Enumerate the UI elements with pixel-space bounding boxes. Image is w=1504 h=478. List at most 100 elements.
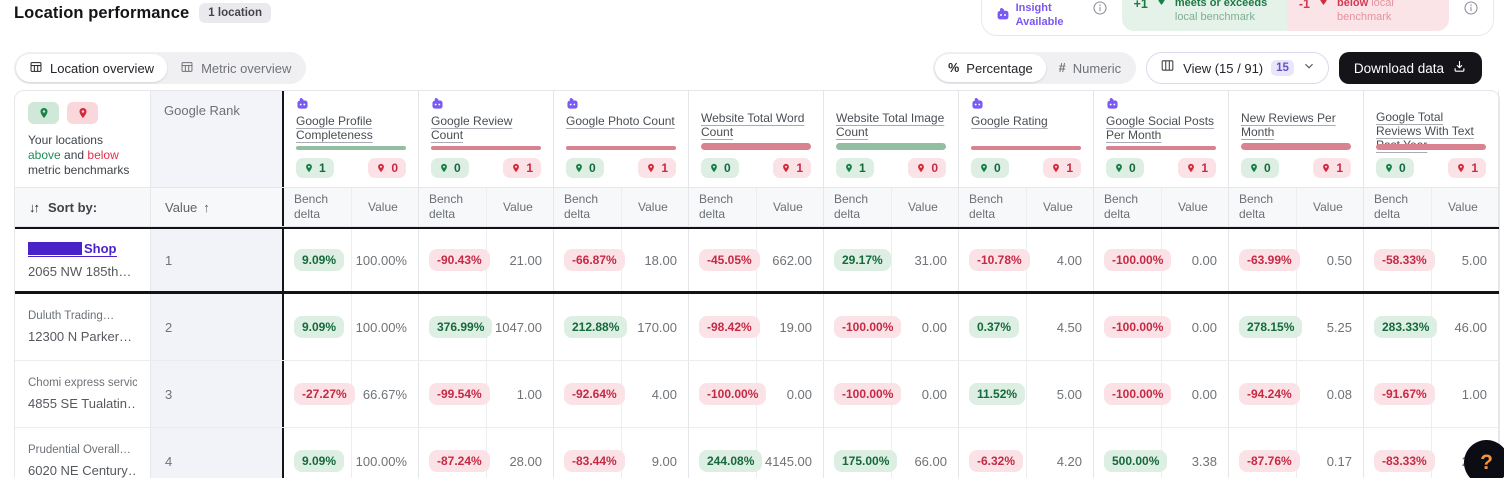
metric-value: 0.00 [921,386,947,402]
metric-value: 0.00 [921,319,947,335]
tab-label: Metric overview [201,60,292,76]
metric-title: Website Total Word Count [701,111,805,140]
view-columns-dropdown[interactable]: View (15 / 91) 15 [1146,52,1329,84]
column-header-google-rank[interactable]: Google Rank [151,91,284,187]
table-row[interactable]: Chomi express servic…4855 SE Tualatin…3-… [15,361,1499,428]
value-subheader[interactable]: Value [638,199,668,214]
bench-delta-subheader[interactable]: Bench delta [284,188,352,226]
benchmark-key-cell: Your locations above and below metric be… [15,91,151,187]
bench-delta-subheader[interactable]: Bench delta [419,188,487,226]
metric-cell-website-total-word-count: -45.05% 662.00 [689,229,824,291]
value-subheader[interactable]: Value [1043,199,1073,214]
bench-delta-subheader[interactable]: Bench delta [959,188,1027,226]
sort-by-cell[interactable]: ↓↑ Sort by: [15,188,151,226]
toggle-percentage[interactable]: % Percentage [935,54,1046,82]
metric-value: 1.00 [516,386,542,402]
metric-title: Google Review Count [431,114,513,142]
metric-header-google-total-reviews-with-text-past-year[interactable]: Google Total Reviews With Text Past Year… [1364,91,1499,187]
ai-robot-icon [567,98,578,109]
table-row[interactable]: Duluth Trading… 12300 N Parker… 2 9.09% 100.… [15,294,1499,361]
bench-delta-subheader[interactable]: Bench delta [824,188,892,226]
metric-header-google-social-posts-per-month[interactable]: Google Social Posts Per Month 0 1 [1094,91,1229,187]
metric-header-google-rating[interactable]: Google Rating 0 1 [959,91,1094,187]
value-cell: 0.50 [1297,229,1364,291]
download-data-button[interactable]: Download data [1338,52,1482,84]
bench-delta-badge: -100.00% [834,316,902,338]
location-address: 12300 N Parker… [28,329,133,344]
value-subheader[interactable]: Value [1448,199,1478,214]
info-icon[interactable] [1092,0,1108,21]
help-button[interactable]: ? [1464,440,1504,478]
above-count-badge: 0 [1241,158,1279,178]
value-subheader[interactable]: Value [908,199,938,214]
metric-subheader-google-photo-count: Bench delta Value [554,188,689,226]
bench-delta-cell: 175.00% [824,428,898,478]
value-cell: 5.00 [1027,361,1094,427]
metric-cell-google-social-posts-per-month: 500.00% 3.38 [1094,428,1229,478]
hash-icon: # [1058,61,1066,75]
bench-delta-subheader[interactable]: Bench delta [1229,188,1297,226]
above-count: 0 [1129,161,1136,175]
bench-delta-subheader[interactable]: Bench delta [554,188,622,226]
location-name: Prudential Overall… [28,444,131,456]
tab-location-overview[interactable]: Location overview [16,54,168,82]
value-subheader[interactable]: Value [503,199,533,214]
value-subheader[interactable]: Value [773,199,803,214]
metric-cell-google-total-reviews-with-text-past-year: 283.33% 46.00 [1364,294,1499,360]
value-cell: 100.00% [352,294,419,360]
bench-delta-badge: 283.33% [1374,316,1438,338]
metric-value: 4145.00 [765,453,812,469]
metric-cell-website-total-image-count: 175.00% 66.00 [824,428,959,478]
table-row[interactable]: Shop 2065 NW 185th… 1 9.09% 100.00% -90.43% 21… [15,227,1499,294]
metric-header-website-total-word-count[interactable]: Website Total Word Count 0 1 [689,91,824,187]
metric-value: 662.00 [772,252,812,268]
location-link[interactable]: Shop [28,241,117,257]
map-pin-icon [1458,163,1465,173]
metric-cell-google-rating: 11.52% 5.00 [959,361,1094,427]
bench-delta-badge: 11.52% [969,383,1026,405]
green-pin-icon [1155,0,1168,11]
value-cell: 9.00 [622,428,689,478]
metric-header-google-profile-completeness[interactable]: Google Profile Completeness 1 0 [284,91,419,187]
metric-header-google-photo-count[interactable]: Google Photo Count 0 1 [554,91,689,187]
page-header: Location performance 1 location [14,3,271,23]
tab-metric-overview[interactable]: Metric overview [167,54,304,82]
bench-delta-badge: -45.05% [699,249,760,271]
benchmark-legend: Critical Insight Available +1 value/loca… [980,0,1494,36]
metric-header-website-total-image-count[interactable]: Website Total Image Count 1 0 [824,91,959,187]
location-name: Duluth Trading… [28,310,115,322]
metric-cell-google-social-posts-per-month: -100.00% 0.00 [1094,294,1229,360]
metric-cell-google-profile-completeness: 9.09% 100.00% [284,294,419,360]
bench-delta-cell: -100.00% [1094,361,1172,427]
table-row[interactable]: Prudential Overall… 6020 NE Century… 4 9.09… [15,428,1499,478]
value-subheader[interactable]: Value [1313,199,1343,214]
table-grid-icon [29,60,43,77]
bench-delta-subheader[interactable]: Bench delta [689,188,757,226]
ai-robot-icon [996,8,1010,27]
metric-subheader-google-rating: Bench delta Value [959,188,1094,226]
above-count-badge: 0 [566,158,604,178]
below-count: 1 [661,161,668,175]
value-subheader[interactable]: Value [368,199,398,214]
bench-delta-subheader[interactable]: Bench delta [1364,188,1432,226]
value-subheader[interactable]: Value [1178,199,1208,214]
metric-value: 66.00 [914,453,947,469]
map-pin-icon [1053,163,1060,173]
bench-delta-cell: -92.64% [554,361,625,427]
toggle-numeric[interactable]: # Numeric [1046,54,1134,82]
metric-header-new-reviews-per-month[interactable]: New Reviews Per Month 0 1 [1229,91,1364,187]
metric-header-google-review-count[interactable]: Google Review Count 0 1 [419,91,554,187]
bench-delta-badge: 29.17% [834,249,891,271]
below-count: 0 [931,161,938,175]
sort-value-cell[interactable]: Value ↑ [151,188,284,226]
bench-delta-subheader[interactable]: Bench delta [1094,188,1162,226]
value-cell: 0.00 [892,361,959,427]
info-icon[interactable] [1463,0,1479,21]
toolbar: Location overview Metric overview % Perc… [14,52,1482,84]
above-count: 0 [994,161,1001,175]
value-cell: 21.00 [487,229,554,291]
value-cell: 4145.00 [757,428,824,478]
